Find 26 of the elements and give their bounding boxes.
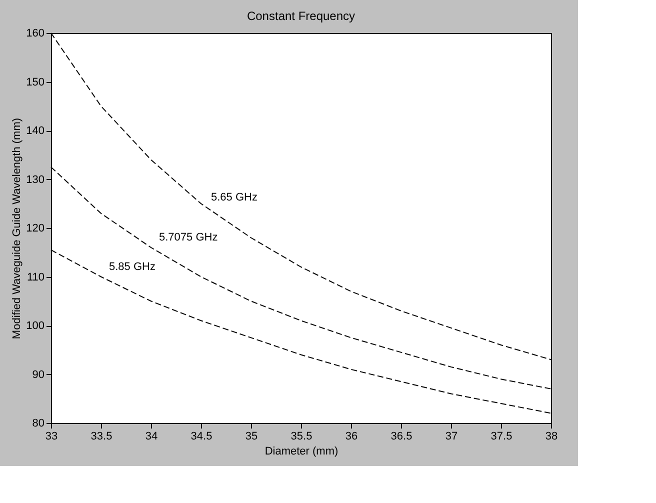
- y-tick-label: 120: [26, 222, 44, 234]
- x-tick-label: 37: [445, 430, 458, 442]
- x-tick-label: 37.5: [490, 430, 512, 442]
- x-tick-label: 38: [545, 430, 558, 442]
- x-tick-label: 36.5: [390, 430, 412, 442]
- y-tick-label: 140: [26, 125, 44, 137]
- series-label: 5.65 GHz: [211, 192, 258, 204]
- y-axis-title: Modified Waveguide Guide Wavelength (mm): [11, 118, 24, 340]
- y-tick-label: 130: [26, 174, 44, 186]
- x-axis-title: Diameter (mm): [264, 446, 338, 458]
- x-tick-label: 33: [45, 430, 58, 442]
- y-tick-label: 80: [32, 418, 44, 430]
- x-tick-label: 34.5: [190, 430, 212, 442]
- series-label: 5.85 GHz: [109, 260, 156, 273]
- y-tick-label: 150: [26, 76, 44, 88]
- y-tick-label: 110: [26, 271, 44, 284]
- y-tick-label: 100: [26, 320, 44, 332]
- chart-title: Constant Frequency: [246, 9, 356, 23]
- y-tick-label: 90: [32, 368, 44, 381]
- x-tick-label: 34: [145, 430, 158, 442]
- x-tick-label: 33.5: [90, 430, 112, 442]
- y-tick-label: 160: [26, 28, 44, 40]
- x-tick-label: 35: [245, 430, 258, 442]
- series-label: 5.7075 GHz: [159, 232, 218, 244]
- x-tick-label: 35.5: [290, 430, 312, 442]
- x-tick-label: 36: [345, 430, 358, 442]
